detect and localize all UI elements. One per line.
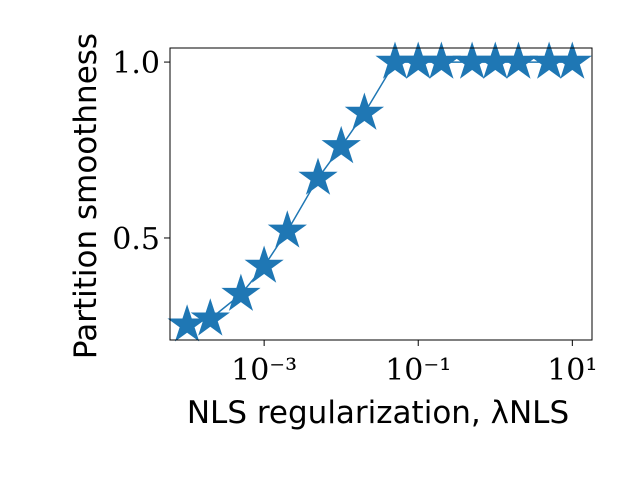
marker (190, 298, 230, 336)
data-line (186, 61, 573, 326)
marker (244, 245, 284, 283)
y-tick-label: 1.0 (112, 46, 160, 81)
marker (552, 41, 592, 79)
x-tick-label: 10⁻³ (231, 353, 297, 388)
marker (221, 273, 261, 311)
marker (267, 210, 307, 248)
y-axis-label: Partition smoothness (68, 33, 104, 359)
y-tick-label: 0.5 (112, 222, 160, 257)
x-tick-label: 10⁻¹ (385, 353, 451, 388)
marker (298, 157, 338, 195)
x-tick-label: 10¹ (547, 353, 597, 388)
marker (344, 92, 385, 130)
x-axis-label: NLS regularization, λNLS (187, 395, 569, 431)
plot-frame (169, 47, 593, 341)
marker (321, 125, 361, 164)
